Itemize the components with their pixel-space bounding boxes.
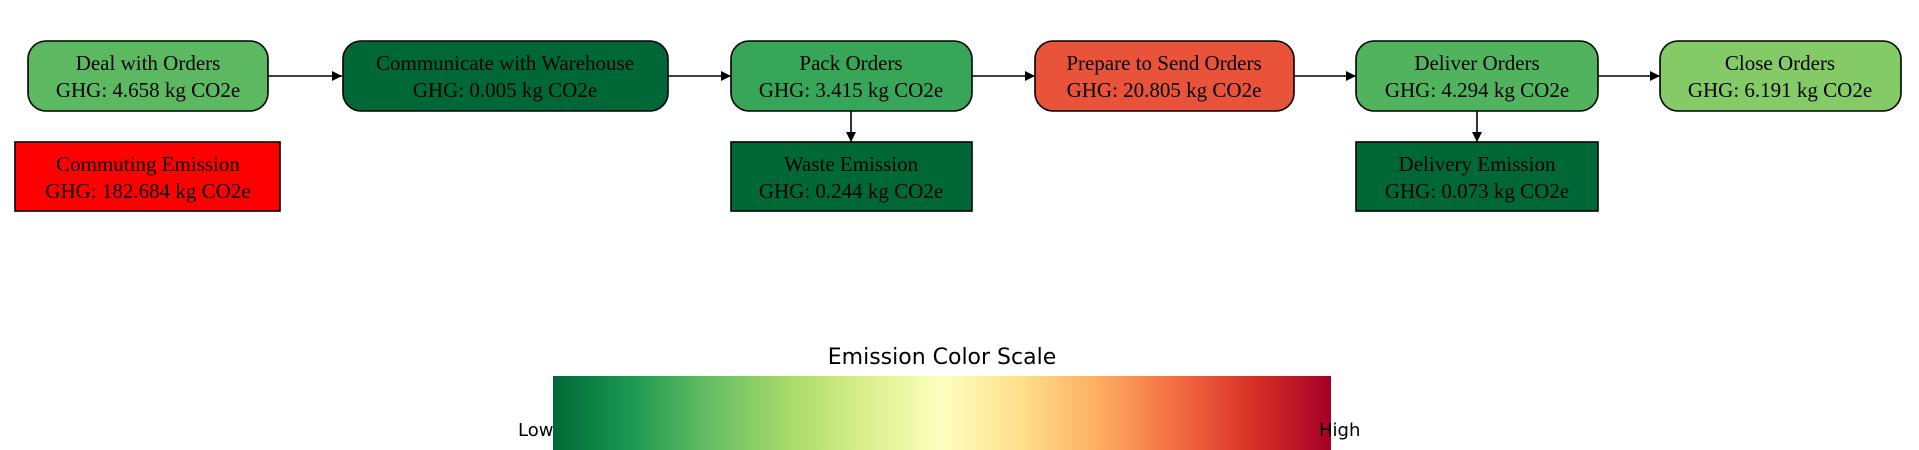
node-label: Waste Emission [784, 152, 919, 176]
node-label: Deal with Orders [76, 51, 221, 75]
node-label: Communicate with Warehouse [376, 51, 634, 75]
node-ghg-value: GHG: 0.005 kg CO2e [413, 78, 597, 102]
node-pack-orders: Pack Orders GHG: 3.415 kg CO2e [730, 40, 973, 112]
node-ghg-value: GHG: 0.244 kg CO2e [759, 179, 943, 203]
node-commuting-emission: Commuting Emission GHG: 182.684 kg CO2e [14, 141, 281, 212]
node-label: Pack Orders [799, 51, 902, 75]
node-shape [1355, 40, 1599, 112]
color-scale-high-label: High [1319, 420, 1360, 441]
node-deal-with-orders: Deal with Orders GHG: 4.658 kg CO2e [27, 40, 269, 112]
node-label: Commuting Emission [56, 152, 240, 176]
color-scale-title: Emission Color Scale [828, 345, 1057, 370]
node-delivery-emission: Delivery Emission GHG: 0.073 kg CO2e [1355, 141, 1599, 212]
node-ghg-value: GHG: 0.073 kg CO2e [1385, 179, 1569, 203]
node-shape [730, 40, 973, 112]
node-shape [27, 40, 269, 112]
node-label: Prepare to Send Orders [1066, 51, 1261, 75]
node-shape [342, 40, 669, 112]
node-label: Delivery Emission [1399, 152, 1556, 176]
node-label: Close Orders [1725, 51, 1835, 75]
color-scale-bar [553, 376, 1331, 450]
node-label: Deliver Orders [1414, 51, 1539, 75]
node-ghg-value: GHG: 182.684 kg CO2e [45, 179, 250, 203]
node-shape [1659, 40, 1902, 112]
color-scale-low-label: Low [518, 420, 553, 441]
node-ghg-value: GHG: 20.805 kg CO2e [1067, 78, 1262, 102]
emission-color-scale: Emission Color Scale Low High [518, 345, 1360, 450]
node-deliver-orders: Deliver Orders GHG: 4.294 kg CO2e [1355, 40, 1599, 112]
node-waste-emission: Waste Emission GHG: 0.244 kg CO2e [730, 141, 973, 212]
node-prepare-to-send-orders: Prepare to Send Orders GHG: 20.805 kg CO… [1034, 40, 1295, 112]
edges-layer [268, 71, 1660, 142]
node-shape [1355, 141, 1599, 212]
node-ghg-value: GHG: 4.658 kg CO2e [56, 78, 240, 102]
node-ghg-value: GHG: 3.415 kg CO2e [759, 78, 943, 102]
node-close-orders: Close Orders GHG: 6.191 kg CO2e [1659, 40, 1902, 112]
node-shape [730, 141, 973, 212]
node-ghg-value: GHG: 4.294 kg CO2e [1385, 78, 1569, 102]
node-shape [14, 141, 281, 212]
node-ghg-value: GHG: 6.191 kg CO2e [1688, 78, 1872, 102]
node-shape [1034, 40, 1295, 112]
node-communicate-with-warehouse: Communicate with Warehouse GHG: 0.005 kg… [342, 40, 669, 112]
